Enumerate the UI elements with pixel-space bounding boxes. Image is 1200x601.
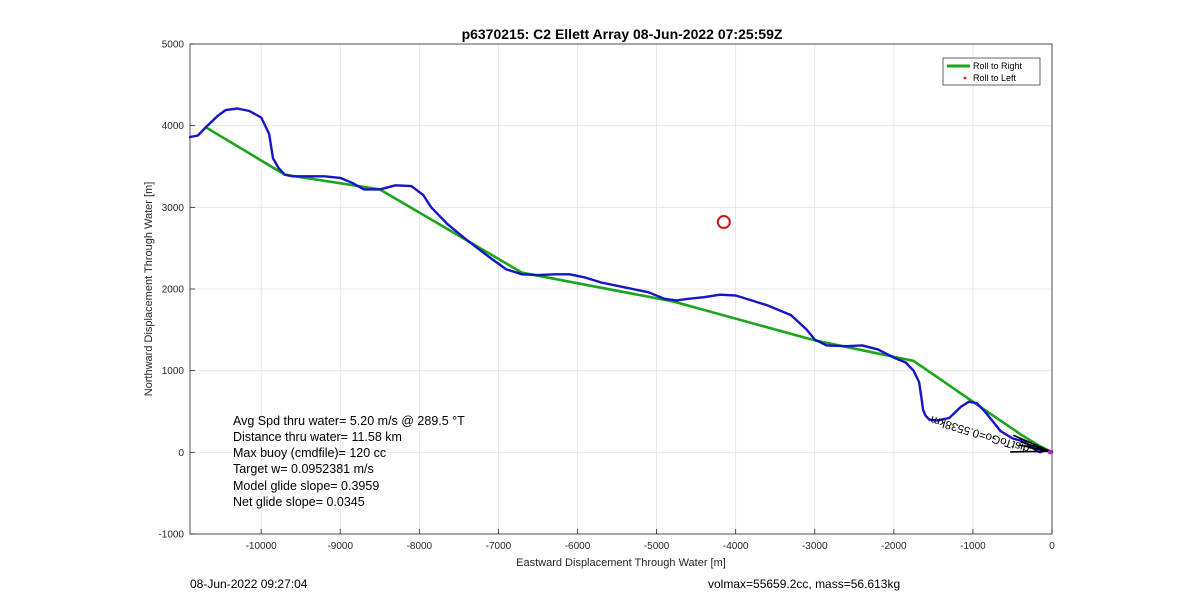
x-tick-label: -3000 [802, 541, 828, 552]
y-tick-label: 4000 [162, 121, 185, 132]
footer-mass-info: volmax=55659.2cc, mass=56.613kg [708, 577, 900, 591]
markers [716, 215, 1053, 455]
stat-max-buoy: Max buoy (cmdfile)= 120 cc [233, 446, 386, 460]
stat-target-w: Target w= 0.0952381 m/s [233, 462, 374, 476]
x-tick-label: -8000 [407, 541, 433, 552]
stat-model-glide-slope: Model glide slope= 0.3959 [233, 479, 379, 493]
x-tick-label: -2000 [881, 541, 907, 552]
legend-entry-roll-left: Roll to Left [973, 73, 1017, 83]
legend-box [942, 57, 1041, 86]
y-tick-label: -1000 [158, 530, 184, 541]
x-axis-ticks: -10000 -9000 -8000 -7000 -6000 -5000 -4000 -300… [246, 529, 1055, 552]
legend-entry-roll-right: Roll to Right [973, 61, 1023, 71]
x-tick-label: -4000 [723, 541, 749, 552]
legend: Roll to Right Roll to Left [942, 57, 1041, 86]
x-tick-label: -1000 [960, 541, 986, 552]
y-tick-label: 5000 [162, 40, 185, 51]
stat-distance: Distance thru water= 11.58 km [233, 430, 402, 444]
stat-avg-speed: Avg Spd thru water= 5.20 m/s @ 289.5 °T [233, 414, 465, 428]
y-tick-label: 3000 [162, 203, 185, 214]
heading-arrow [1010, 450, 1051, 453]
x-tick-label: 0 [1049, 541, 1055, 552]
series-line-glider-track [188, 107, 1054, 454]
target-circle-marker [716, 215, 731, 230]
stat-net-glide-slope: Net glide slope= 0.0345 [233, 495, 365, 509]
x-axis-label: Eastward Displacement Through Water [m] [516, 557, 726, 569]
data-series [188, 107, 1054, 454]
y-axis-ticks: -1000 0 1000 2000 3000 4000 5000 [158, 40, 195, 541]
chart-title: p6370215: C2 Ellett Array 08-Jun-2022 07… [462, 26, 783, 42]
x-tick-label: -5000 [644, 541, 670, 552]
y-axis-label: Northward Displacement Through Water [m] [143, 182, 155, 397]
x-tick-label: -7000 [486, 541, 512, 552]
x-tick-label: -9000 [327, 541, 353, 552]
endpoint-marker [1047, 450, 1053, 455]
legend-swatch-roll-left [963, 76, 967, 80]
stats-block: Avg Spd thru water= 5.20 m/s @ 289.5 °T … [233, 414, 465, 509]
footer-timestamp: 08-Jun-2022 09:27:04 [190, 577, 308, 591]
x-tick-label: -10000 [246, 541, 278, 552]
y-tick-label: 0 [178, 448, 184, 459]
y-tick-label: 1000 [162, 366, 185, 377]
heading-arrow [1028, 446, 1051, 453]
x-tick-label: -6000 [565, 541, 591, 552]
y-tick-label: 2000 [162, 285, 185, 296]
